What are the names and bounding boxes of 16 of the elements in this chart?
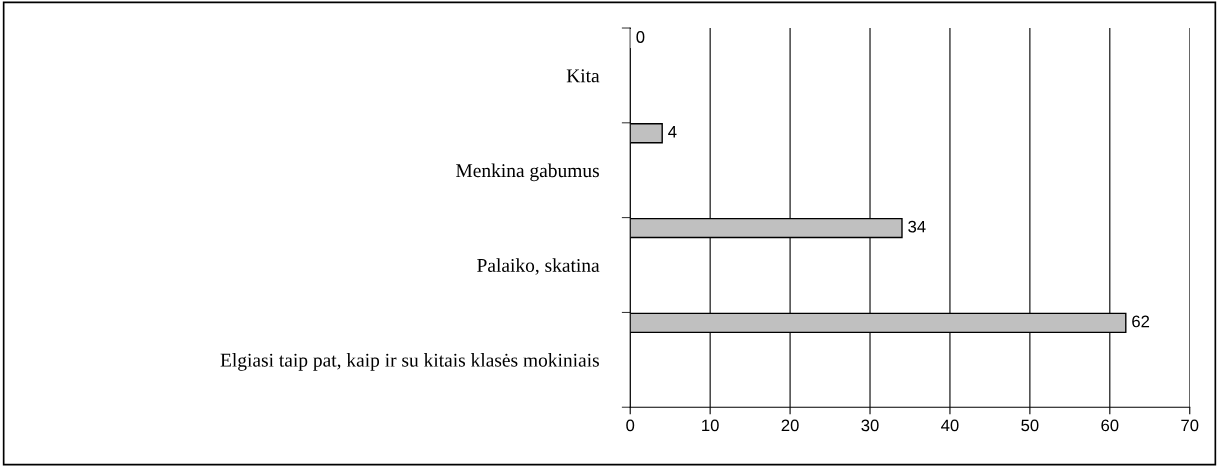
x-tick-label: 10: [702, 419, 719, 432]
y-tick-label: Palaiko, skatina: [477, 258, 600, 275]
data-label: 34: [908, 220, 926, 233]
x-tick-label: 0: [626, 419, 635, 432]
x-tick-label: 70: [1181, 419, 1199, 432]
data-label: 0: [636, 31, 645, 43]
data-label: 4: [668, 126, 677, 138]
x-tick-label: 50: [1021, 419, 1039, 432]
y-tick-label: Menkina gabumus: [456, 163, 599, 182]
x-tick-label: 40: [941, 419, 959, 432]
x-tick-label: 20: [781, 419, 799, 432]
x-tick-label: 60: [1101, 419, 1119, 432]
y-tick-label: Kita: [566, 69, 600, 83]
data-label: 62: [1132, 315, 1150, 328]
x-tick-label: 30: [861, 419, 879, 432]
y-tick-label: Elgiasi taip pat, kaip ir su kitais klasės mokiniais: [220, 353, 599, 371]
